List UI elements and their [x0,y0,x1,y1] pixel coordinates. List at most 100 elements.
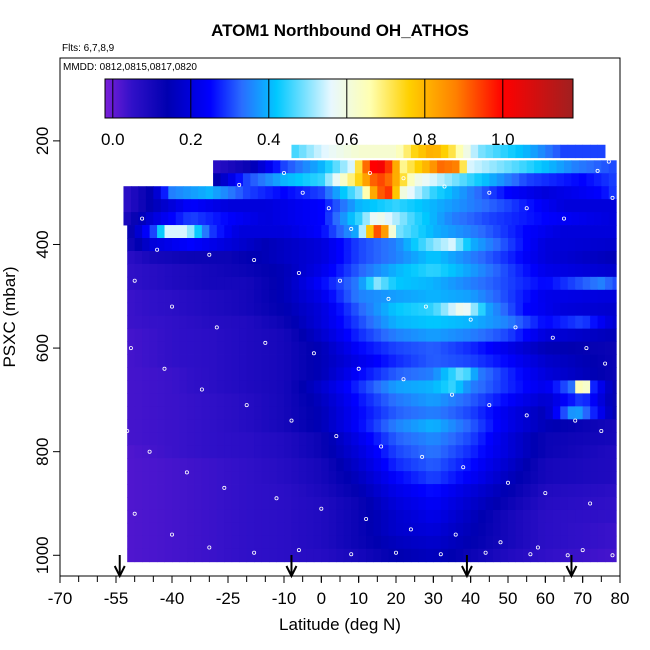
heatmap-cell [194,354,203,368]
heatmap-cell [433,250,442,265]
heatmap-cell [284,471,292,485]
heatmap-cell [313,484,322,498]
heatmap-cell [522,432,531,446]
heatmap-cell [172,302,180,317]
heatmap-cell [306,302,315,317]
heatmap-cell [179,276,188,291]
heatmap-cell [552,406,561,420]
heatmap-cell [172,263,180,278]
heatmap-cell [448,471,457,485]
heatmap-cell [578,173,587,187]
heatmap-cell [127,509,136,524]
heatmap-cell [239,522,248,537]
heatmap-cell [481,160,490,174]
heatmap-cell [194,250,203,265]
heatmap-cell [254,289,262,304]
heatmap-cell [269,341,277,355]
heatmap-cell [567,315,576,330]
heatmap-cell [463,393,472,407]
heatmap-cell [254,238,262,252]
heatmap-cell [172,289,180,304]
heatmap-cell [179,509,188,524]
heatmap-cell [257,199,266,213]
heatmap-cell [418,522,427,537]
heatmap-cell [537,535,546,550]
sample-marker [319,506,324,511]
heatmap-cell [172,445,180,459]
heatmap-cell [522,497,531,511]
heatmap-cell [142,250,150,265]
heatmap-cell [418,354,427,368]
heatmap-cell [493,302,501,317]
heatmap-cell [425,367,434,381]
heatmap-cell [216,406,225,420]
heatmap-cell [172,458,180,472]
heatmap-cell [198,186,206,200]
heatmap-cell [508,380,516,394]
heatmap-cell [470,238,479,252]
heatmap-cell [508,535,516,550]
heatmap-cell [366,458,374,472]
heatmap-cell [235,212,244,226]
heatmap-cell [328,238,337,252]
heatmap-cell [545,458,554,472]
heatmap-cell [157,509,165,524]
heatmap-cell [239,263,248,278]
heatmap-cell [254,548,262,563]
heatmap-cell [567,225,576,239]
heatmap-cell [612,302,617,317]
heatmap-cell [276,380,285,394]
heatmap-cell [149,497,158,511]
heatmap-cell [343,471,352,485]
heatmap-cell [597,406,606,420]
heatmap-cell [321,548,330,563]
heatmap-cell [358,367,367,381]
heatmap-cell [366,497,374,511]
x-tick-label: 40 [461,589,480,608]
heatmap-cell [612,238,617,252]
heatmap-cell [149,509,158,524]
heatmap-cell [358,328,367,342]
colorbar-gradient [104,78,574,119]
heatmap-cell [235,186,244,200]
heatmap-cell [403,225,412,239]
heatmap-cell [209,263,218,278]
heatmap-cell [127,445,136,459]
heatmap-cell [463,341,472,355]
sample-marker [155,247,160,252]
heatmap-cell [597,393,606,407]
heatmap-cell [186,276,195,291]
heatmap-cell [500,445,509,459]
heatmap-cell [578,199,587,213]
heatmap-cell [298,445,307,459]
heatmap-cell [298,406,307,420]
heatmap-cell [164,276,173,291]
heatmap-cell [440,328,449,342]
heatmap-cell [575,522,584,537]
heatmap-cell [425,144,434,159]
heatmap-cell [328,341,337,355]
heatmap-cell [228,199,236,213]
heatmap-cell [134,238,143,252]
heatmap-cell [582,432,591,446]
heatmap-cell [298,458,307,472]
heatmap-cell [276,367,285,381]
heatmap-cell [209,341,218,355]
heatmap-cell [298,302,307,317]
heatmap-cell [537,432,546,446]
heatmap-cell [567,509,576,524]
heatmap-cell [459,160,468,174]
heatmap-cell [295,160,304,174]
heatmap-cell [228,160,236,174]
heatmap-cell [142,276,150,291]
heatmap-cell [478,144,486,159]
heatmap-cell [321,341,330,355]
heatmap-cell [605,238,613,252]
heatmap-cell [459,173,468,187]
heatmap-cell [478,509,486,524]
heatmap-cell [493,445,501,459]
heatmap-cell [455,406,464,420]
heatmap-cell [459,199,468,213]
heatmap-cell [440,250,449,265]
sample-marker [468,317,473,322]
